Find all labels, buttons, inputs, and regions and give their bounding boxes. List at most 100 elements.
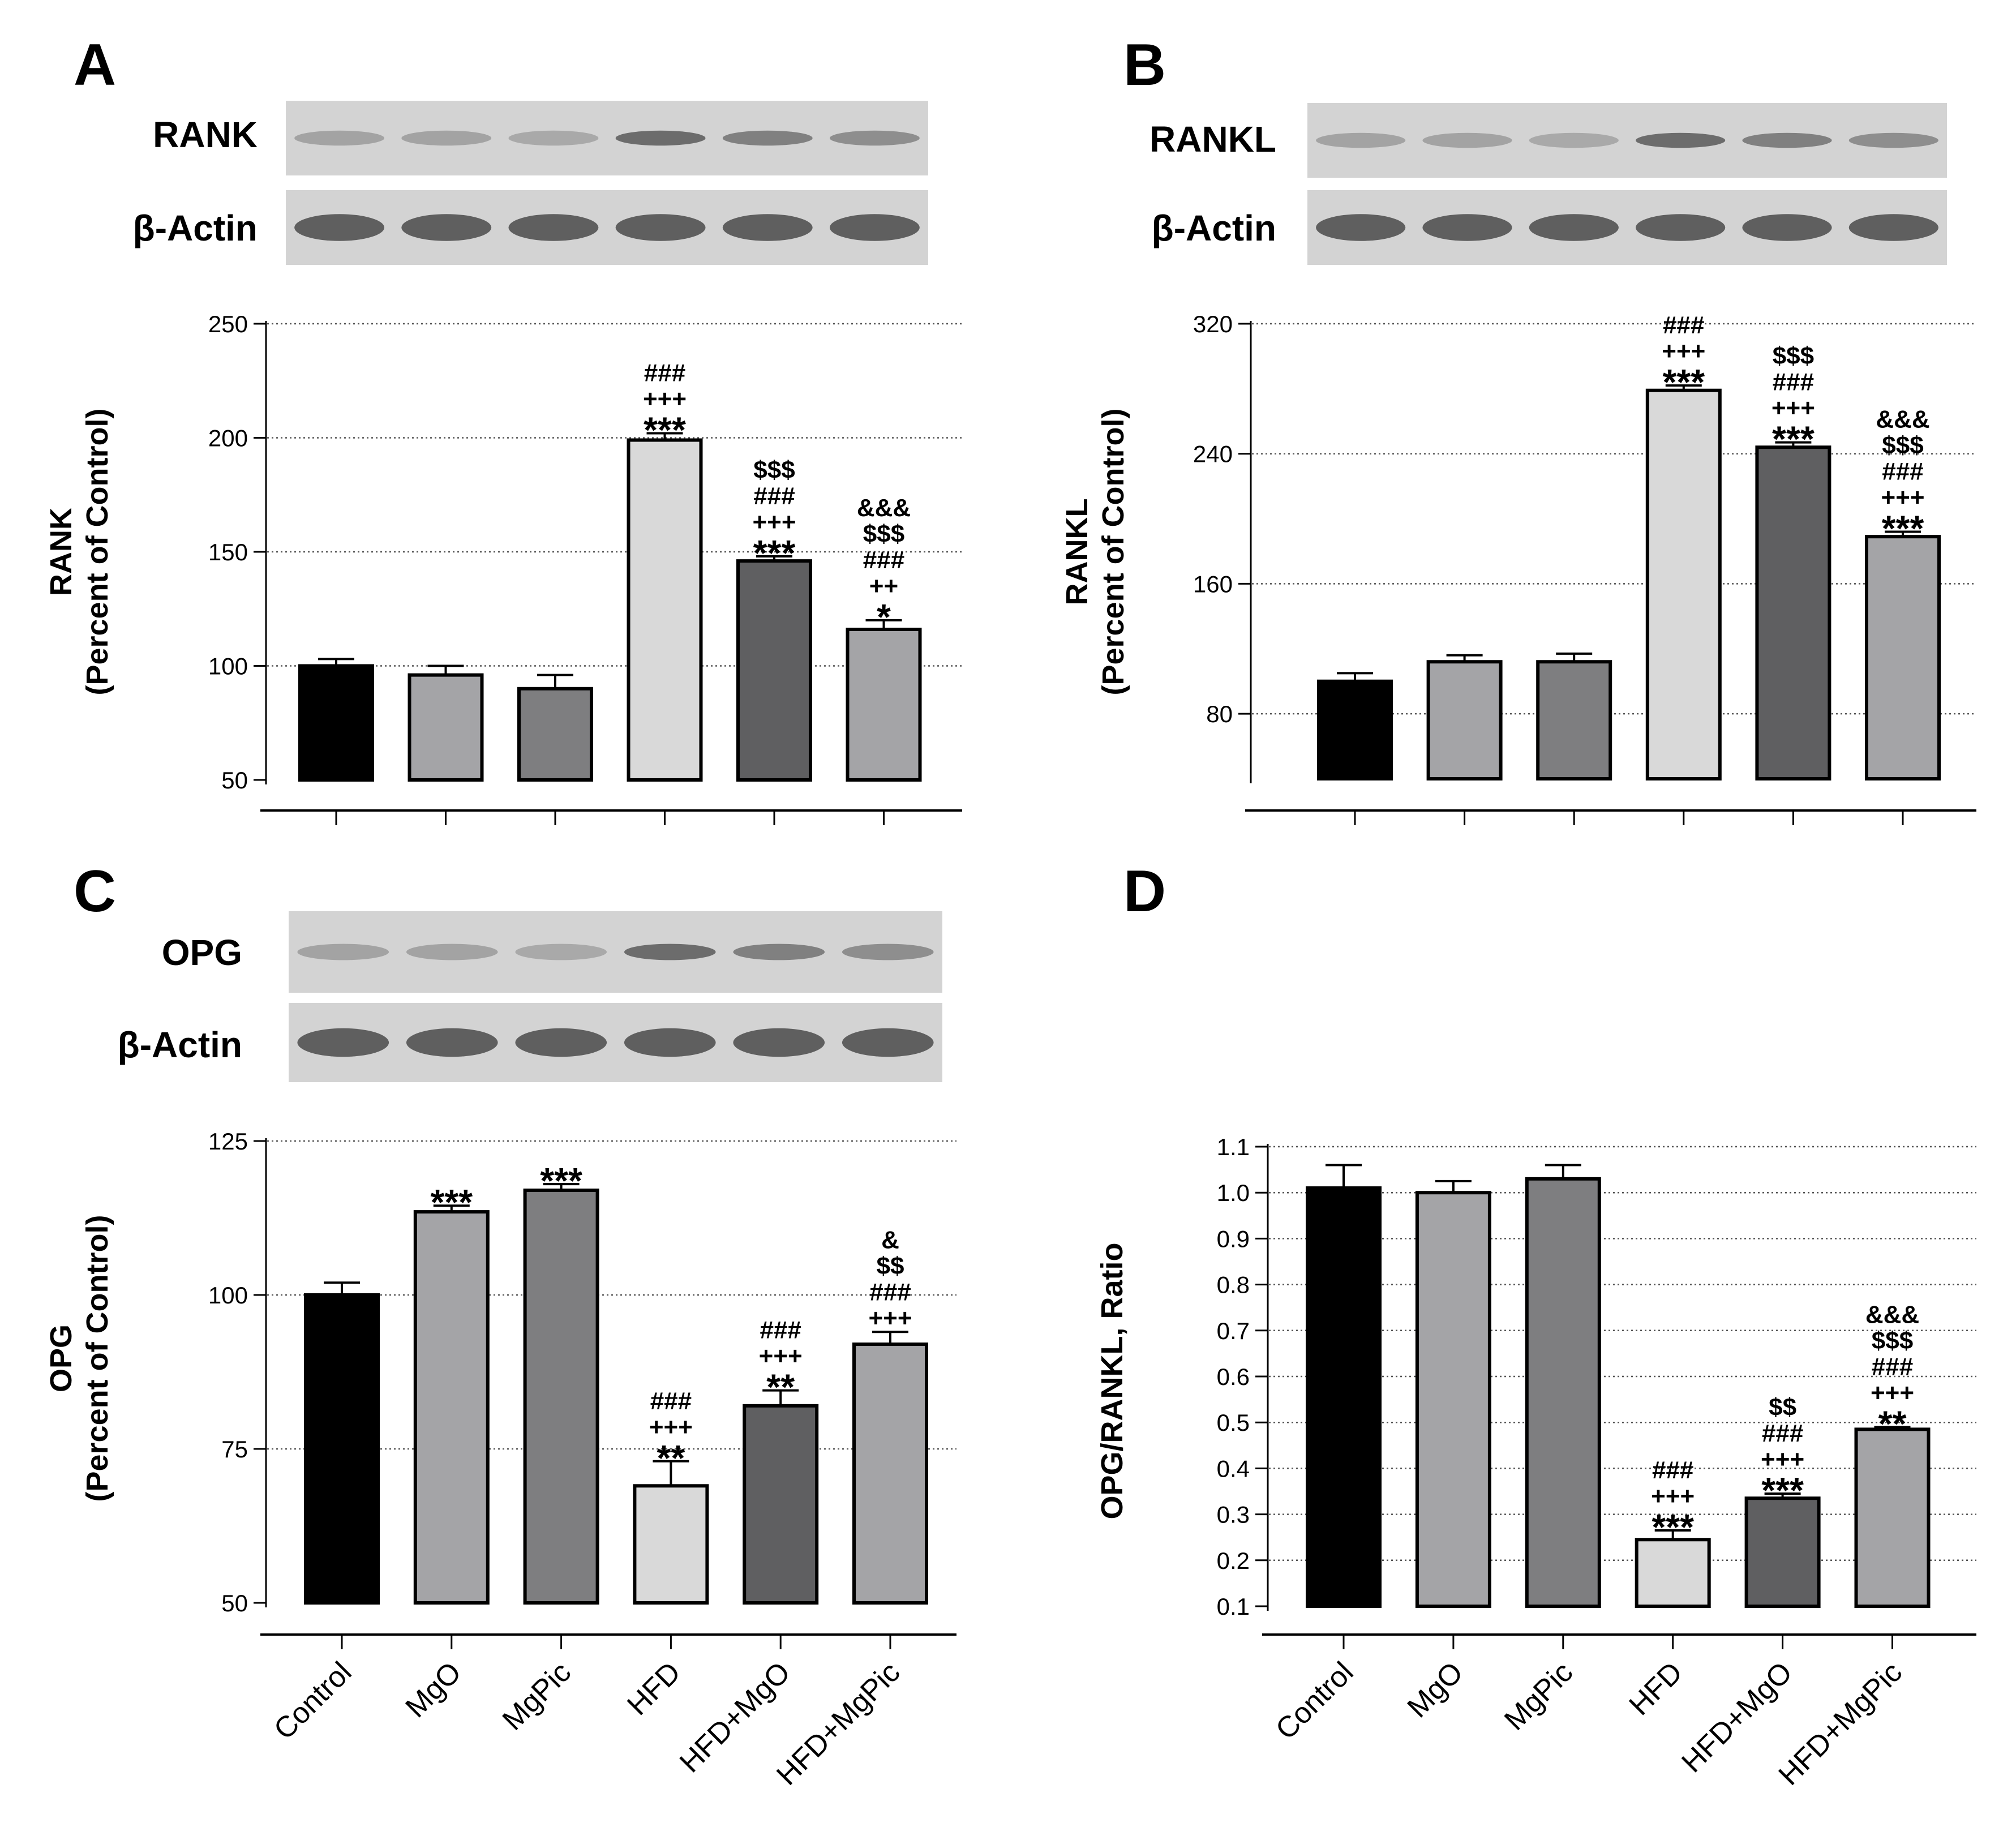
blot-background: [1307, 190, 1947, 265]
y-tick-label: 0.1: [1217, 1593, 1250, 1620]
significance-marker: ###: [753, 482, 795, 510]
significance-marker: $$: [877, 1252, 904, 1280]
bar: [1744, 1496, 1821, 1608]
significance-marker: ###: [1663, 311, 1704, 339]
significance-marker: ###: [863, 546, 904, 574]
y-axis-label-line: (Percent of Control): [80, 1215, 114, 1502]
significance-marker: ###: [869, 1278, 911, 1306]
significance-marker: $$$: [1773, 342, 1814, 370]
bar: [1306, 1186, 1382, 1609]
protein-band: [1636, 132, 1726, 148]
protein-band: [1529, 132, 1619, 148]
y-tick-label: 50: [221, 1590, 248, 1616]
blot-label: β-Actin: [1152, 208, 1276, 248]
protein-band: [1742, 214, 1832, 241]
protein-band: [615, 130, 706, 146]
blot-label: β-Actin: [133, 208, 258, 248]
y-axis-label: OPG (Percent of Control): [44, 1215, 114, 1502]
blot-background: [289, 1003, 942, 1082]
protein-band: [401, 214, 492, 241]
significance-marker: +++: [868, 1304, 912, 1332]
bar: [517, 687, 593, 782]
protein-band: [624, 1028, 716, 1057]
blot-label: RANKL: [1149, 119, 1276, 160]
significance-marker: *: [877, 597, 891, 637]
protein-band: [615, 214, 706, 241]
protein-band: [1316, 214, 1406, 241]
panel-D: D 0.1 0.2 0.3 0.4 0.5 0.6 0.7 0.8 0.9 1.0 1.1 OPG/RA…: [1095, 859, 1976, 1792]
y-tick-label: 160: [1193, 571, 1233, 597]
significance-marker: &: [881, 1226, 899, 1254]
bar: [413, 1210, 490, 1605]
bar: [1854, 1427, 1931, 1608]
y-tick-label: 125: [208, 1128, 248, 1155]
bar: [1645, 388, 1722, 780]
y-tick-label: 75: [221, 1436, 248, 1462]
significance-marker: ###: [1882, 458, 1923, 486]
protein-band: [1422, 214, 1512, 241]
protein-band: [1316, 132, 1406, 148]
bar: [304, 1293, 380, 1605]
x-tick-label: MgO: [400, 1655, 468, 1724]
y-axis-label-line: OPG/RANKL, Ratio: [1095, 1242, 1129, 1519]
significance-marker: $$: [1769, 1393, 1796, 1421]
significance-marker: ***: [430, 1182, 473, 1223]
y-axis-label: OPG/RANKL, Ratio: [1095, 1242, 1129, 1519]
bar: [736, 559, 812, 782]
protein-band: [294, 130, 385, 146]
significance-marker: &&&: [857, 494, 911, 522]
y-axis-label-line: RANKL: [1060, 499, 1094, 606]
blot-label: β-Actin: [118, 1024, 242, 1065]
bar: [1755, 445, 1831, 780]
significance-marker: ###: [650, 1387, 692, 1415]
y-axis-label-line: (Percent of Control): [1096, 409, 1130, 696]
blot-background: [286, 101, 928, 175]
significance-marker: ++: [869, 572, 898, 600]
significance-marker: ###: [1773, 368, 1814, 396]
significance-marker: ***: [753, 533, 796, 573]
protein-band: [829, 130, 920, 146]
significance-marker: +++: [643, 385, 687, 413]
bar: [1635, 1538, 1711, 1609]
y-axis-label: RANKL (Percent of Control): [1060, 409, 1130, 696]
blot-background: [289, 911, 942, 993]
bar: [1536, 660, 1612, 781]
y-axis-label-line: OPG: [44, 1324, 78, 1392]
x-tick-label: MgO: [1401, 1655, 1470, 1724]
protein-band: [722, 214, 813, 241]
protein-band: [842, 1028, 934, 1057]
y-tick-label: 200: [208, 425, 248, 452]
y-tick-label: 0.6: [1217, 1363, 1250, 1390]
y-tick-label: 320: [1193, 311, 1233, 337]
x-tick-label: MgPic: [496, 1655, 577, 1736]
protein-band: [842, 943, 934, 960]
y-tick-label: 0.3: [1217, 1502, 1250, 1528]
significance-marker: **: [766, 1367, 795, 1408]
y-tick-label: 0.7: [1217, 1318, 1250, 1344]
protein-band: [406, 1028, 498, 1057]
significance-marker: ***: [1662, 362, 1705, 402]
western-blot-strip: [286, 190, 928, 265]
significance-marker: +++: [1662, 337, 1705, 365]
significance-marker: ***: [644, 409, 686, 450]
blot-background: [286, 190, 928, 265]
y-tick-label: 100: [208, 653, 248, 680]
bar: [846, 628, 922, 782]
protein-band: [508, 130, 599, 146]
significance-marker: $$$: [863, 520, 904, 548]
bar: [1317, 679, 1393, 780]
western-blot-strip: [286, 101, 928, 175]
significance-marker: +++: [1881, 484, 1924, 512]
protein-band: [1848, 214, 1938, 241]
significance-marker: ***: [540, 1160, 582, 1201]
y-tick-label: 240: [1193, 441, 1233, 467]
y-tick-label: 0.2: [1217, 1547, 1250, 1574]
significance-marker: ***: [1772, 419, 1815, 460]
protein-band: [733, 1028, 825, 1057]
protein-band: [733, 943, 825, 960]
significance-marker: +++: [1761, 1446, 1804, 1473]
significance-marker: +++: [649, 1413, 693, 1441]
blot-label: RANK: [153, 114, 258, 155]
bar: [852, 1343, 928, 1605]
